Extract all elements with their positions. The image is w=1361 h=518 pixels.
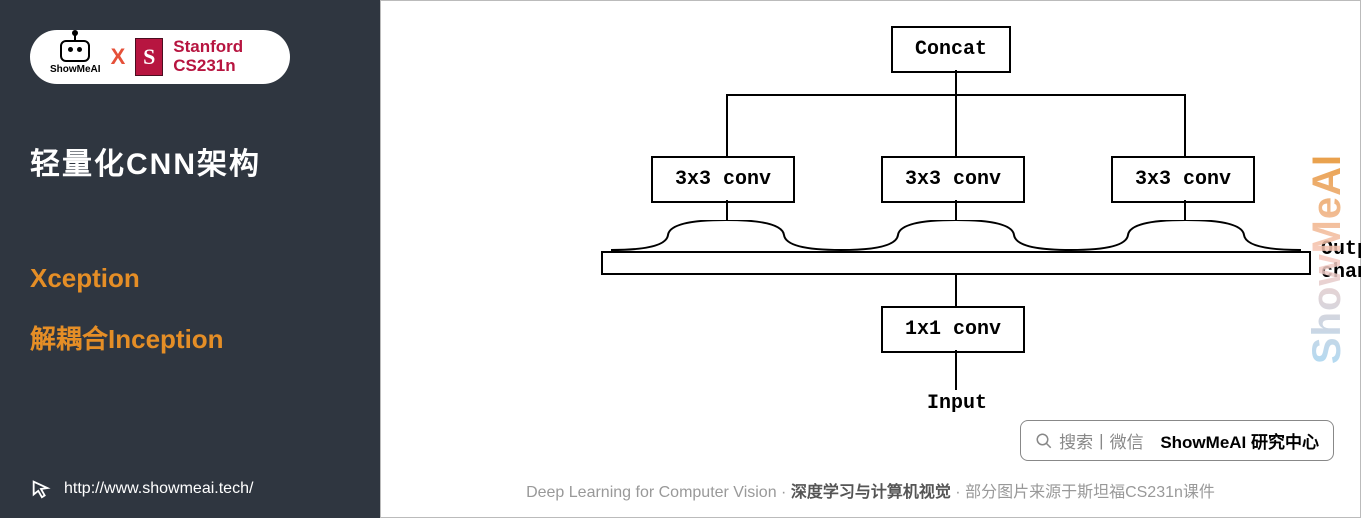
x-mark-icon: X	[111, 44, 126, 70]
node-1x1: 1x1 conv	[881, 306, 1025, 353]
edge-to-input	[955, 350, 957, 390]
showmeai-label: ShowMeAI	[50, 64, 101, 75]
input-label: Input	[927, 392, 987, 415]
edge-to-conv2	[955, 94, 957, 156]
edge-to-conv3	[1184, 94, 1186, 156]
sidebar-title: 轻量化CNN架构	[30, 139, 350, 183]
node-conv2: 3x3 conv	[881, 156, 1025, 203]
node-conv3: 3x3 conv	[1111, 156, 1255, 203]
edge-to-conv1	[726, 94, 728, 156]
brace-icon-2	[841, 220, 1071, 252]
edge-slab-to-1x1	[955, 275, 957, 306]
search-icon	[1035, 432, 1053, 450]
stanford-label: Stanford CS231n	[173, 38, 243, 75]
node-conv1: 3x3 conv	[651, 156, 795, 203]
footer-b: 深度学习与计算机视觉	[791, 484, 951, 501]
edge-conv3-down	[1184, 200, 1186, 220]
url-text: http://www.showmeai.tech/	[64, 480, 253, 498]
watermark-text: ShowMeAI	[1305, 154, 1350, 364]
edge-conv1-down	[726, 200, 728, 220]
brace-icon-3	[1071, 220, 1301, 252]
footer: Deep Learning for Computer Vision · 深度学习…	[381, 478, 1360, 502]
search-sep: |	[1099, 431, 1103, 451]
search-hint-1: 搜索	[1059, 428, 1093, 453]
logo-pill: ShowMeAI X S Stanford CS231n	[30, 30, 290, 84]
stanford-shield-icon: S	[135, 38, 163, 76]
main-panel: Concat 3x3 conv 3x3 conv 3x3 conv Output…	[380, 0, 1361, 518]
brace-icon-1	[611, 220, 841, 252]
footer-c: 部分图片来源于斯坦福CS231n课件	[965, 484, 1215, 501]
footer-a: Deep Learning for Computer Vision	[526, 484, 777, 501]
sidebar-subtitle-1: Xception	[30, 263, 350, 294]
edge-conv2-down	[955, 200, 957, 220]
link-row[interactable]: http://www.showmeai.tech/	[30, 478, 253, 500]
sidebar: ShowMeAI X S Stanford CS231n 轻量化CNN架构 Xc…	[0, 0, 380, 518]
node-concat: Concat	[891, 26, 1011, 73]
search-strong: ShowMeAI 研究中心	[1160, 428, 1319, 453]
architecture-diagram: Concat 3x3 conv 3x3 conv 3x3 conv Output…	[541, 26, 1361, 446]
showmeai-logo-icon: ShowMeAI	[50, 40, 101, 75]
cursor-icon	[30, 478, 52, 500]
search-hint-box[interactable]: 搜索 | 微信 ShowMeAI 研究中心	[1020, 420, 1334, 461]
output-slab	[601, 251, 1311, 275]
sidebar-subtitle-2: 解耦合Inception	[30, 319, 350, 356]
search-hint-2: 微信	[1110, 428, 1144, 453]
edge-concat-down	[955, 70, 957, 94]
